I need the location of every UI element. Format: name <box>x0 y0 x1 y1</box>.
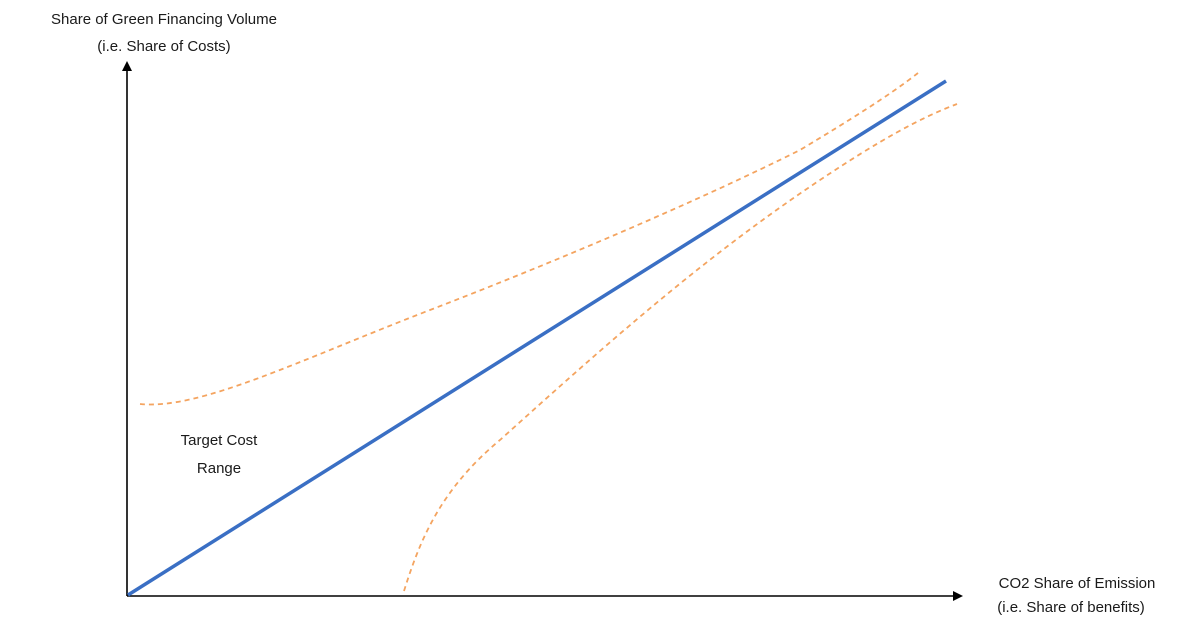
lower-range-curve <box>403 103 958 592</box>
main-line <box>127 79 947 597</box>
upper-range-curve <box>139 72 919 406</box>
annotation-line1: Target Cost <box>181 432 259 449</box>
y-axis-label-line1: Share of Green Financing Volume <box>51 11 277 28</box>
y-axis-label-line2: (i.e. Share of Costs) <box>97 38 230 55</box>
x-axis-label-line2: (i.e. Share of benefits) <box>997 599 1145 616</box>
annotation-line2: Range <box>197 460 241 477</box>
x-axis-label-line1: CO2 Share of Emission <box>999 575 1156 592</box>
